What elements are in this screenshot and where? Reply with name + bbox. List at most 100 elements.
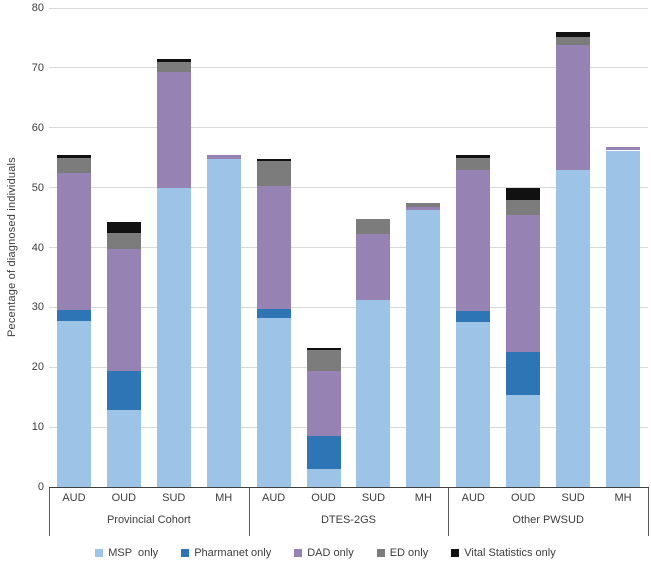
- bar-segment-ed: [456, 157, 491, 171]
- y-tick-label: 0: [37, 481, 44, 493]
- legend-swatch-icon: [95, 549, 104, 557]
- bar-segment-vital: [156, 58, 191, 63]
- bar-segment-msp: [106, 410, 141, 487]
- y-tick-label: 80: [31, 2, 44, 14]
- gridline: [49, 67, 648, 69]
- legend-item-msp: MSP only: [95, 547, 158, 559]
- category-tick-label: AUD: [261, 492, 286, 504]
- legend-label: ED only: [389, 547, 429, 559]
- bar-segment-dad: [556, 45, 591, 170]
- bar-segment-vital: [456, 154, 491, 158]
- gridline: [49, 7, 648, 9]
- bar-segment-dad: [406, 207, 441, 211]
- gridline: [49, 127, 648, 129]
- bar-segment-ed: [556, 36, 591, 46]
- category-tick-label: OUD: [111, 492, 137, 504]
- group-label: Other PWSUD: [512, 514, 584, 526]
- legend-item-ed: ED only: [376, 547, 429, 559]
- gridline: [49, 306, 648, 308]
- bar-segment-vital: [256, 158, 291, 161]
- category-tick-label: SUD: [162, 492, 186, 504]
- category-tick-label: AUD: [62, 492, 86, 504]
- legend-label: DAD only: [307, 547, 354, 559]
- bar-segment-vital: [556, 31, 591, 37]
- gridline: [49, 187, 648, 189]
- legend-label: MSP only: [108, 547, 159, 559]
- bar-segment-pharmanet: [506, 352, 541, 396]
- y-tick-label: 20: [31, 361, 44, 374]
- bar-segment-pharmanet: [256, 308, 291, 319]
- bar-segment-ed: [256, 160, 291, 186]
- gridline: [49, 366, 648, 368]
- bar-segment-dad: [606, 146, 641, 151]
- legend-item-vital: Vital Statistics only: [451, 547, 556, 559]
- bar-segment-ed: [106, 233, 141, 250]
- legend-item-pharmanet: Pharmanet only: [181, 547, 271, 559]
- bar-segment-msp: [206, 158, 241, 487]
- bar-segment-ed: [56, 157, 91, 173]
- bar-segment-dad: [206, 154, 241, 159]
- x-axis-line: [49, 487, 649, 488]
- bar-segment-dad: [506, 214, 541, 353]
- legend-swatch-icon: [451, 549, 460, 557]
- gridline: [49, 247, 648, 248]
- bar-segment-ed: [156, 62, 191, 73]
- group-separator: [49, 487, 50, 536]
- legend-label: Pharmanet only: [194, 547, 272, 559]
- group-separator: [248, 487, 250, 536]
- bar-segment-dad: [106, 249, 141, 372]
- bar-segment-msp: [556, 169, 591, 487]
- bar-segment-dad: [256, 185, 291, 309]
- bar-segment-vital: [56, 154, 91, 158]
- group-separator: [448, 487, 450, 536]
- bar-segment-vital: [106, 221, 141, 234]
- bar-segment-msp: [456, 322, 491, 487]
- bar-segment-pharmanet: [306, 436, 341, 470]
- group-separator: [648, 487, 649, 536]
- bar-segment-dad: [456, 170, 491, 311]
- category-tick-label: SUD: [361, 492, 386, 504]
- bar-segment-pharmanet: [456, 310, 491, 323]
- legend-swatch-icon: [181, 549, 190, 557]
- bar-segment-dad: [306, 371, 341, 437]
- bar-segment-msp: [306, 469, 341, 487]
- bar-segment-msp: [406, 210, 441, 487]
- y-tick-label: 70: [31, 61, 44, 74]
- category-tick-label: MH: [414, 492, 432, 504]
- bar-segment-dad: [356, 234, 391, 301]
- bar-segment-msp: [256, 318, 291, 487]
- bar-segment-pharmanet: [56, 310, 91, 321]
- category-tick-label: OUD: [311, 492, 336, 504]
- bar-segment-msp: [606, 150, 641, 487]
- legend: MSP only Pharmanet only DAD only ED only Vit…: [0, 547, 651, 559]
- bar-segment-vital: [306, 348, 341, 351]
- legend-swatch-icon: [294, 549, 303, 557]
- bar-segment-ed: [506, 199, 541, 215]
- bar-segment-vital: [506, 187, 541, 200]
- category-tick-label: AUD: [461, 492, 485, 504]
- bar-segment-msp: [356, 300, 391, 487]
- bar-segment-msp: [506, 395, 541, 487]
- category-tick-label: OUD: [510, 492, 536, 504]
- group-label: Provincial Cohort: [106, 514, 191, 526]
- y-tick-label: 60: [31, 121, 44, 134]
- bar-segment-dad: [156, 72, 191, 189]
- legend-label: Vital Statistics only: [464, 547, 556, 559]
- legend-item-dad: DAD only: [294, 547, 354, 559]
- category-tick-label: SUD: [561, 492, 585, 504]
- category-tick-label: MH: [215, 492, 233, 504]
- group-label: DTES-2GS: [320, 514, 376, 526]
- bar-segment-msp: [56, 320, 91, 487]
- legend-swatch-icon: [376, 549, 385, 557]
- bar-segment-ed: [406, 202, 441, 208]
- y-tick-label: 30: [31, 301, 44, 314]
- y-tick-label: 10: [31, 421, 44, 434]
- bar-segment-msp: [156, 188, 191, 487]
- bar-segment-ed: [306, 350, 341, 372]
- category-tick-label: MH: [614, 492, 632, 504]
- y-tick-label: 50: [31, 181, 44, 194]
- y-tick-label: 40: [31, 241, 44, 254]
- bar-segment-ed: [356, 218, 391, 235]
- gridline: [49, 426, 648, 428]
